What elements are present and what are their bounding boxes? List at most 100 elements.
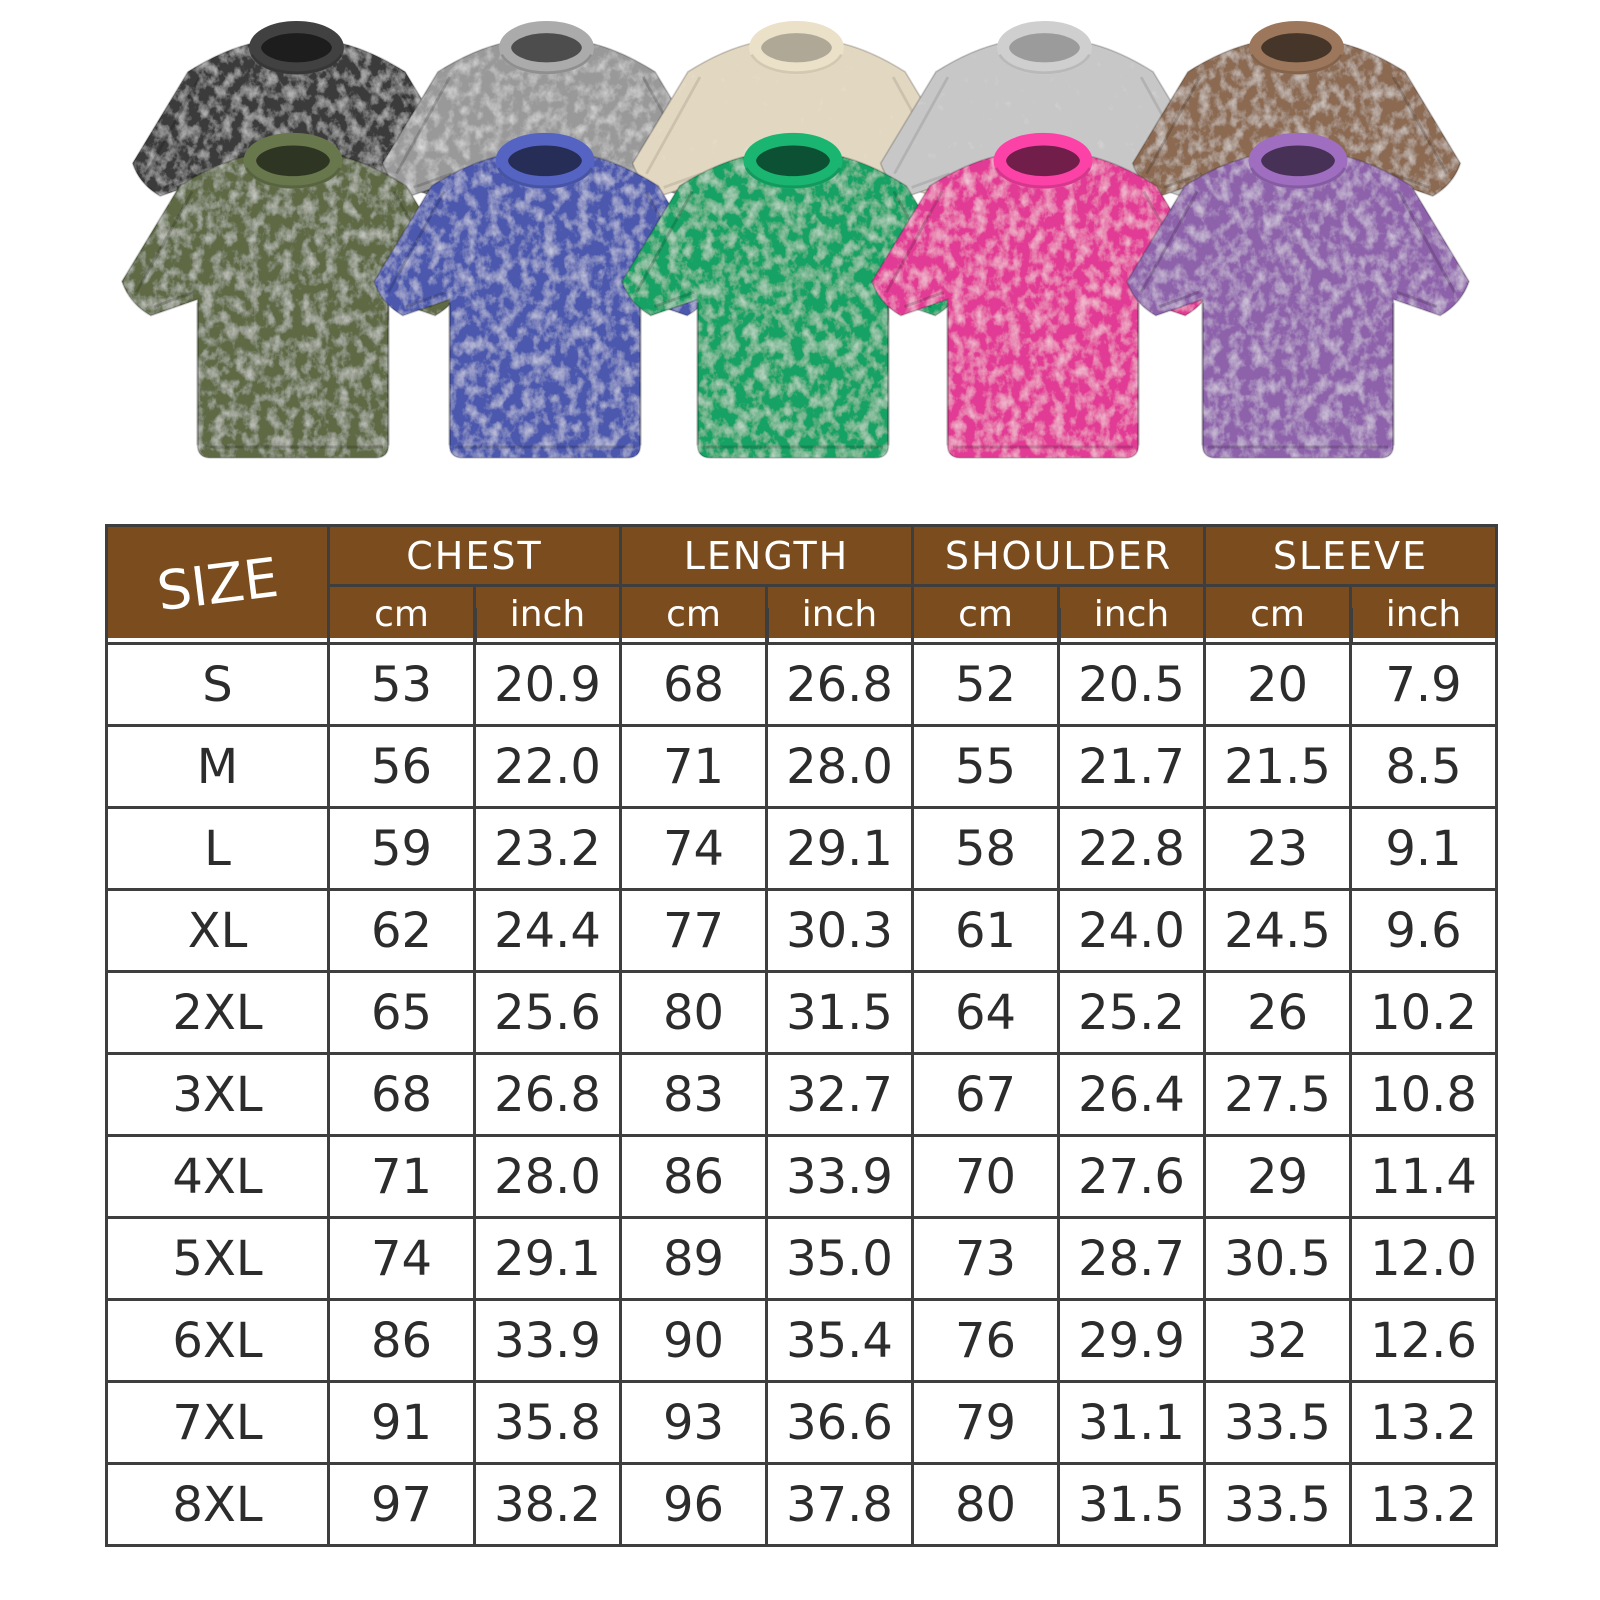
unit-length-cm: cm: [619, 584, 768, 645]
value-cell: 29.9: [1057, 1298, 1206, 1383]
value-cell: 10.2: [1349, 970, 1498, 1055]
value-cell: 24.0: [1057, 888, 1206, 973]
value-cell: 35.0: [765, 1216, 914, 1301]
table-row: 5XL 74 29.1 89 35.0 73 28.7 30.5 12.0: [105, 1216, 1498, 1301]
value-cell: 13.2: [1349, 1462, 1498, 1547]
value-cell: 9.1: [1349, 806, 1498, 891]
left-sleeve-seam: [145, 76, 202, 175]
value-cell: 37.8: [765, 1462, 914, 1547]
size-table-body: S 53 20.9 68 26.8 52 20.5 20 7.9 M 56 22.0 71 28.0 55 2…: [105, 642, 1498, 1547]
value-cell: 29.1: [765, 806, 914, 891]
size-cell: XL: [105, 888, 330, 973]
unit-shoulder-inch: inch: [1057, 584, 1206, 645]
value-cell: 67: [911, 1052, 1060, 1137]
value-cell: 23: [1203, 806, 1352, 891]
value-cell: 93: [619, 1380, 768, 1465]
table-row: 6XL 86 33.9 90 35.4 76 29.9 32 12.6: [105, 1298, 1498, 1383]
neck-opening: [255, 27, 338, 69]
table-row: 4XL 71 28.0 86 33.9 70 27.6 29 11.4: [105, 1134, 1498, 1219]
tshirt-washed-green: [621, 132, 965, 459]
value-cell: 38.2: [473, 1462, 622, 1547]
value-cell: 22.0: [473, 724, 622, 809]
value-cell: 90: [619, 1298, 768, 1383]
value-cell: 29: [1203, 1134, 1352, 1219]
value-cell: 68: [327, 1052, 476, 1137]
left-sleeve-seam: [1145, 76, 1202, 175]
value-cell: 83: [619, 1052, 768, 1137]
tshirt-body: [872, 155, 1214, 458]
table-row: 8XL 97 38.2 96 37.8 80 31.5 33.5 13.2: [105, 1462, 1498, 1547]
value-cell: 61: [911, 888, 1060, 973]
unit-sleeve-inch: inch: [1349, 584, 1498, 645]
value-cell: 32.7: [765, 1052, 914, 1137]
neck-opening: [501, 139, 589, 183]
value-cell: 24.5: [1203, 888, 1352, 973]
value-cell: 52: [911, 642, 1060, 727]
value-cell: 76: [911, 1298, 1060, 1383]
size-label: SIZE: [153, 545, 282, 624]
value-cell: 11.4: [1349, 1134, 1498, 1219]
value-cell: 74: [327, 1216, 476, 1301]
table-row: L 59 23.2 74 29.1 58 22.8 23 9.1: [105, 806, 1498, 891]
size-cell: 8XL: [105, 1462, 330, 1547]
neck-opening: [1255, 27, 1338, 69]
collar-band: [495, 132, 595, 189]
value-cell: 55: [911, 724, 1060, 809]
header-row-units: cm inch cm inch cm inch cm inch: [107, 584, 1498, 645]
left-sleeve-seam: [893, 76, 950, 175]
value-cell: 70: [911, 1134, 1060, 1219]
table-row: 7XL 91 35.8 93 36.6 79 31.1 33.5 13.2: [105, 1380, 1498, 1465]
value-cell: 86: [327, 1298, 476, 1383]
value-cell: 8.5: [1349, 724, 1498, 809]
neck-opening: [1003, 27, 1086, 69]
unit-chest-cm: cm: [327, 584, 476, 645]
tshirt-washed-army-green: [121, 132, 465, 459]
collar-stitch: [998, 53, 1091, 74]
value-cell: 79: [911, 1380, 1060, 1465]
value-cell: 29.1: [473, 1216, 622, 1301]
table-row: M 56 22.0 71 28.0 55 21.7 21.5 8.5: [105, 724, 1498, 809]
collar-band: [993, 132, 1093, 189]
value-cell: 13.2: [1349, 1380, 1498, 1465]
value-cell: 30.3: [765, 888, 914, 973]
value-cell: 26.8: [765, 642, 914, 727]
value-cell: 26: [1203, 970, 1352, 1055]
collar-band: [997, 20, 1092, 75]
neck-opening: [999, 139, 1087, 183]
left-sleeve-seam: [395, 76, 452, 175]
value-cell: 53: [327, 642, 476, 727]
value-cell: 35.4: [765, 1298, 914, 1383]
collar-stitch: [244, 167, 342, 189]
value-cell: 23.2: [473, 806, 622, 891]
value-cell: 26.8: [473, 1052, 622, 1137]
value-cell: 12.0: [1349, 1216, 1498, 1301]
value-cell: 28.0: [765, 724, 914, 809]
tshirt-body: [122, 155, 464, 458]
left-sleeve-seam: [645, 76, 702, 175]
collar-band: [243, 132, 343, 189]
value-cell: 26.4: [1057, 1052, 1206, 1137]
collar-band: [743, 132, 843, 189]
collar-stitch: [1249, 167, 1347, 189]
value-cell: 80: [911, 1462, 1060, 1547]
collar-stitch: [1250, 53, 1343, 74]
left-sleeve-seam: [1140, 190, 1199, 293]
size-cell: S: [105, 642, 330, 727]
left-sleeve-seam: [635, 190, 694, 293]
col-header-chest: CHEST: [327, 524, 622, 587]
value-cell: 74: [619, 806, 768, 891]
size-chart-table: SIZE CHEST LENGTH SHOULDER SLEEVE cm inc…: [105, 524, 1498, 1547]
value-cell: 20: [1203, 642, 1352, 727]
value-cell: 91: [327, 1380, 476, 1465]
value-cell: 24.4: [473, 888, 622, 973]
neck-opening: [249, 139, 337, 183]
neck-opening: [505, 27, 588, 69]
value-cell: 25.2: [1057, 970, 1206, 1055]
size-cell: 7XL: [105, 1380, 330, 1465]
collar-band: [749, 20, 844, 75]
header-row-groups: SIZE CHEST LENGTH SHOULDER SLEEVE: [105, 524, 1498, 645]
value-cell: 33.9: [765, 1134, 914, 1219]
tshirt-body: [622, 155, 964, 458]
value-cell: 68: [619, 642, 768, 727]
